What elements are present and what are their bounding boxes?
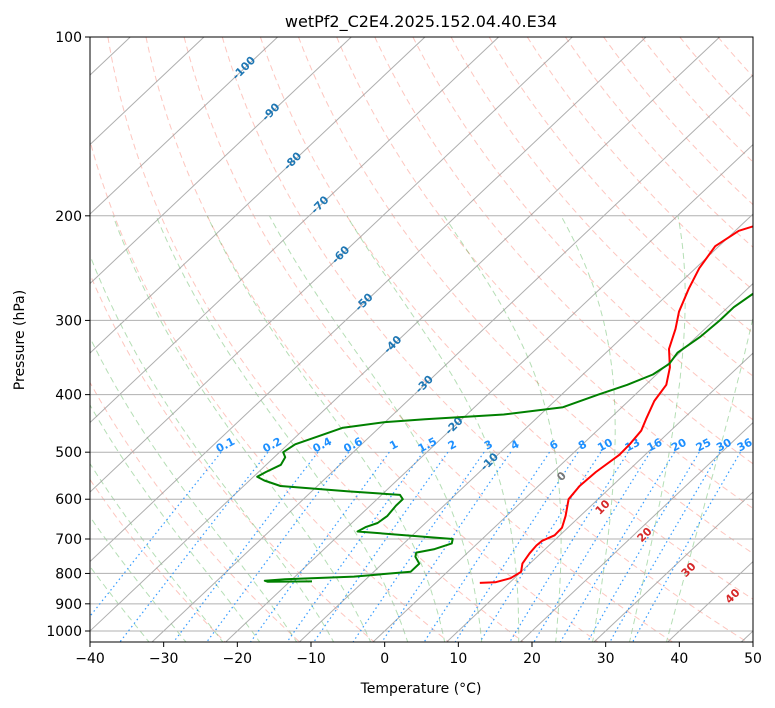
x-axis-label: Temperature (°C) <box>360 681 482 697</box>
isotherm-line <box>90 37 205 146</box>
y-tick-label: 300 <box>55 313 82 329</box>
dry-adiabat <box>221 37 749 642</box>
moist-adiabat <box>112 215 372 642</box>
mixing-ratio-line <box>479 451 602 642</box>
mixing-ratio-label: 20 <box>669 436 689 455</box>
temperature-profile <box>479 225 753 584</box>
dry-adiabat <box>336 37 753 509</box>
mixing-ratio-label: 25 <box>694 436 714 455</box>
mixing-ratio-label: 16 <box>645 436 665 455</box>
y-tick-label: 400 <box>55 388 82 404</box>
plot-area: -100-90-80-70-60-50-40-30-20-10 0.1 0.2 0.… <box>90 37 755 642</box>
isotherm-lines <box>90 37 753 642</box>
mixing-ratio-line <box>352 451 485 642</box>
dry-adiabat <box>450 37 753 377</box>
sounding-series <box>256 225 753 584</box>
mixing-ratio-line <box>533 451 651 642</box>
dry-adiabat <box>298 37 753 555</box>
moist-adiabat <box>665 315 753 642</box>
moist-adiabat <box>268 215 483 642</box>
moist-adiabats <box>90 215 753 642</box>
isotherm-line <box>298 213 753 642</box>
mixing-ratio-label: 10 <box>595 436 615 455</box>
moist-adiabat <box>346 215 520 642</box>
y-tick-label: 100 <box>55 30 82 46</box>
dry-adiabat <box>641 37 753 163</box>
dry-adiabat <box>145 37 599 642</box>
dry-adiabat <box>412 37 753 421</box>
mixing-ratio-line <box>90 451 222 618</box>
y-axis-label: Pressure (hPa) <box>12 290 28 390</box>
isotherm-line <box>90 37 720 632</box>
y-tick-label: 900 <box>55 597 82 613</box>
x-tick-label: 40 <box>670 651 688 667</box>
y-tick-label: 600 <box>55 492 82 508</box>
mixing-ratio-line <box>454 451 579 642</box>
isotherm-line <box>224 143 753 642</box>
isotherm-line <box>151 74 753 642</box>
x-tick-label: −20 <box>223 651 253 667</box>
chart-title: wetPf2_C2E4.2025.152.04.40.E34 <box>285 12 557 32</box>
mixing-ratio-line <box>206 451 350 642</box>
isotherm-line <box>90 37 426 354</box>
isotherm-line <box>593 491 753 642</box>
moist-adiabat <box>628 215 686 642</box>
dry-adiabat <box>259 37 753 600</box>
x-tick-label: 0 <box>380 651 389 667</box>
isobar-lines <box>90 37 753 632</box>
x-tick-label: −10 <box>296 651 326 667</box>
x-tick-label: 50 <box>744 651 762 667</box>
isotherm-line <box>372 282 753 642</box>
mixing-ratio-lines <box>90 451 741 642</box>
dry-adiabat <box>374 37 753 465</box>
moist-adiabat <box>90 336 298 642</box>
dry-adiabat <box>107 37 525 642</box>
mixing-ratio-label: 30 <box>714 436 734 455</box>
mixing-ratio-label: 13 <box>623 436 643 455</box>
mixing-ratio-line <box>586 451 700 642</box>
isotherm-line <box>90 37 499 424</box>
isotherm-line <box>519 421 753 642</box>
x-axis-ticks: −40 −30 −20 −10 0 10 20 30 40 50 <box>75 642 762 667</box>
mixing-ratio-line <box>509 451 629 642</box>
y-tick-label: 700 <box>55 532 82 548</box>
moist-adiabat <box>560 215 616 642</box>
x-tick-label: 10 <box>449 651 467 667</box>
x-tick-label: 20 <box>523 651 541 667</box>
mixing-ratio-labels: 0.1 0.2 0.4 0.6 1 1.5 2 3 4 6 8 10 13 16 20 25 30 36 <box>214 435 755 456</box>
dry-adiabat <box>183 37 674 642</box>
y-axis-ticks: 100 200 300 400 500 600 700 800 900 1000 <box>46 30 90 640</box>
moist-adiabat <box>206 215 446 642</box>
y-tick-label: 1000 <box>46 624 82 640</box>
dewpoint-profile <box>256 292 753 583</box>
y-tick-label: 200 <box>55 209 82 225</box>
moist-adiabat <box>155 215 409 642</box>
y-tick-label: 800 <box>55 566 82 582</box>
isotherm-line <box>90 37 573 493</box>
dry-adiabat <box>488 37 753 334</box>
isotherm-line <box>90 37 352 285</box>
isotherm-line <box>90 37 278 215</box>
x-tick-label: 30 <box>597 651 615 667</box>
mixing-ratio-line <box>631 451 741 642</box>
mixing-ratio-line <box>286 451 424 642</box>
dry-adiabat <box>90 138 450 642</box>
dry-adiabat <box>526 37 753 291</box>
y-tick-label: 500 <box>55 445 82 461</box>
mixing-ratio-line <box>313 451 449 642</box>
plot-frame <box>89 36 754 643</box>
mixing-ratio-line <box>119 451 269 642</box>
moist-adiabat <box>443 215 562 642</box>
isotherm-line <box>445 352 753 642</box>
isotherm-line <box>90 37 647 563</box>
x-tick-label: −30 <box>149 651 179 667</box>
mixing-ratio-label: 36 <box>735 436 755 455</box>
x-tick-label: −40 <box>75 651 105 667</box>
mixing-ratio-line <box>609 451 721 642</box>
